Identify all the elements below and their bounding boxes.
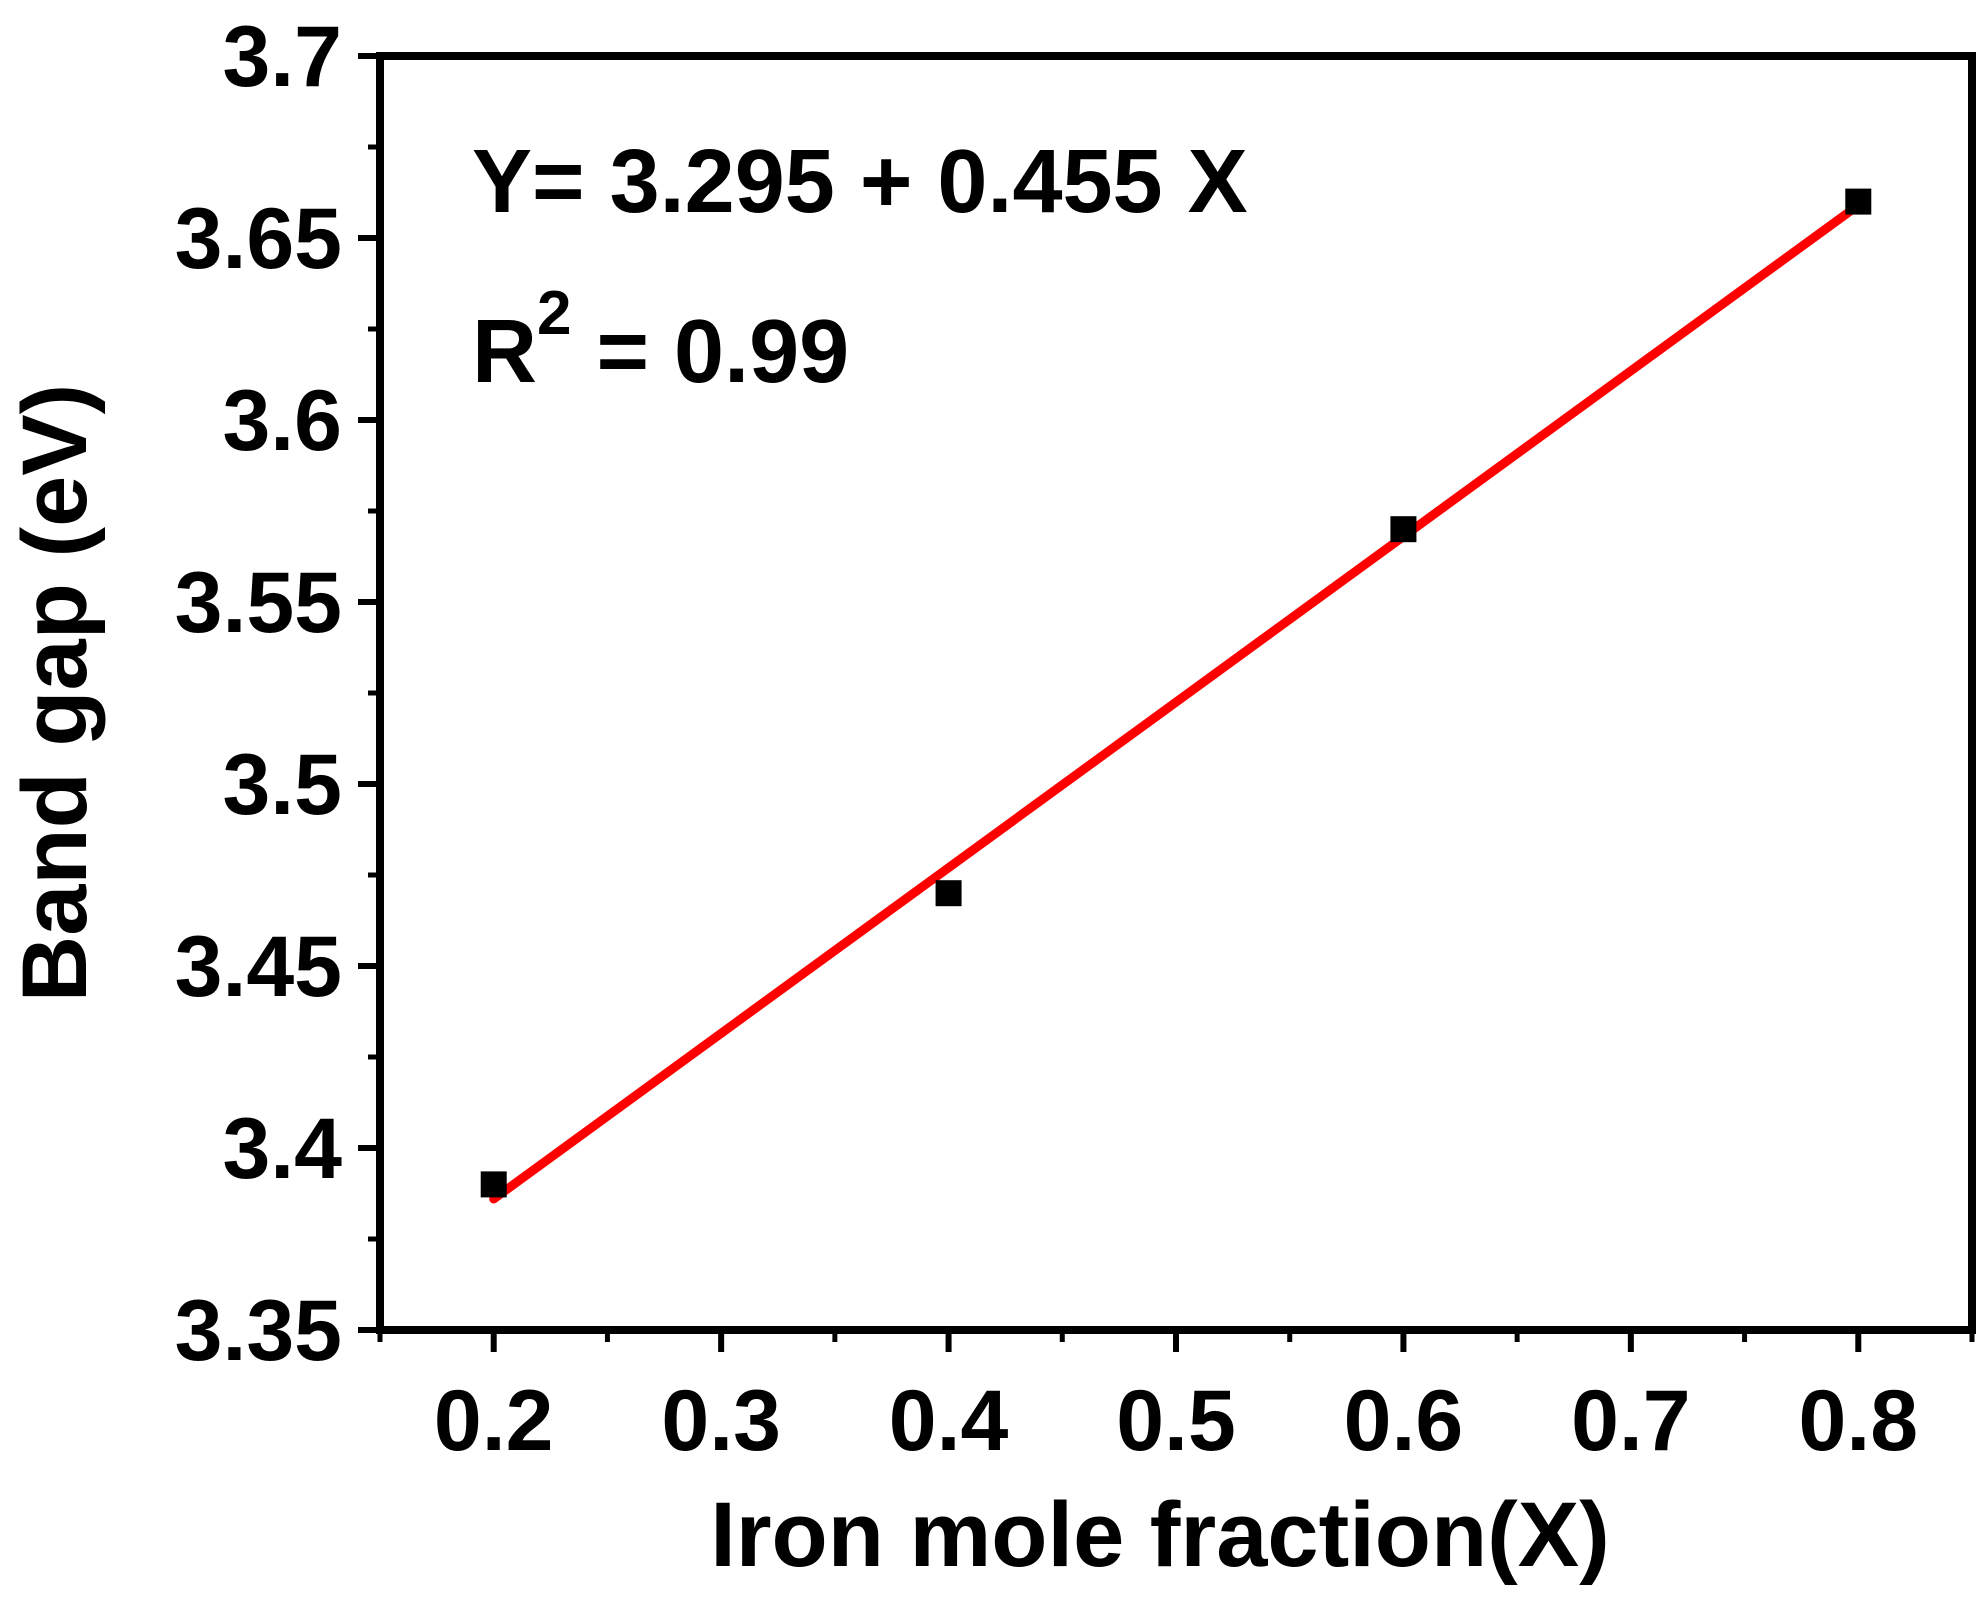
x-tick-label: 0.6 [1344,1373,1464,1469]
x-tick-label: 0.8 [1799,1373,1919,1469]
data-point [480,1171,507,1198]
y-tick-label: 3.6 [222,373,342,469]
equation-annotation: Y= 3.295 + 0.455 X [472,132,1248,232]
y-axis-tick-labels: 3.35 3.4 3.45 3.5 3.55 3.6 3.65 3.7 [175,9,343,1379]
y-tick-label: 3.4 [222,1101,342,1197]
x-tick-label: 0.4 [889,1373,1009,1469]
x-tick-label: 0.2 [434,1373,554,1469]
x-tick-label: 0.3 [661,1373,781,1469]
fit-line [489,200,1863,1204]
y-tick-label: 3.35 [175,1283,342,1379]
y-tick-label: 3.45 [175,919,342,1015]
r-squared-exponent: 2 [537,279,571,348]
data-point [1845,188,1872,215]
r-squared-letter: R [472,302,537,402]
y-axis-title: Band gap (eV) [4,384,106,1002]
data-point [935,880,962,907]
x-axis-title: Iron mole fraction(X) [710,1484,1610,1586]
y-tick-label: 3.7 [222,9,342,105]
fit-line-layer [489,200,1863,1204]
plot-frame [376,52,1976,1334]
data-point [1390,516,1417,543]
r-squared-annotation: R2 = 0.99 [472,279,849,402]
x-tick-label: 0.7 [1571,1373,1691,1469]
y-tick-label: 3.55 [175,555,342,651]
x-axis-tick-labels: 0.2 0.3 0.4 0.5 0.6 0.7 0.8 [434,1373,1918,1469]
x-tick-label: 0.5 [1116,1373,1236,1469]
y-tick-label: 3.65 [175,191,342,287]
data-points-layer [480,188,1872,1198]
r-squared-value: = 0.99 [571,302,849,402]
y-tick-label: 3.5 [222,737,342,833]
